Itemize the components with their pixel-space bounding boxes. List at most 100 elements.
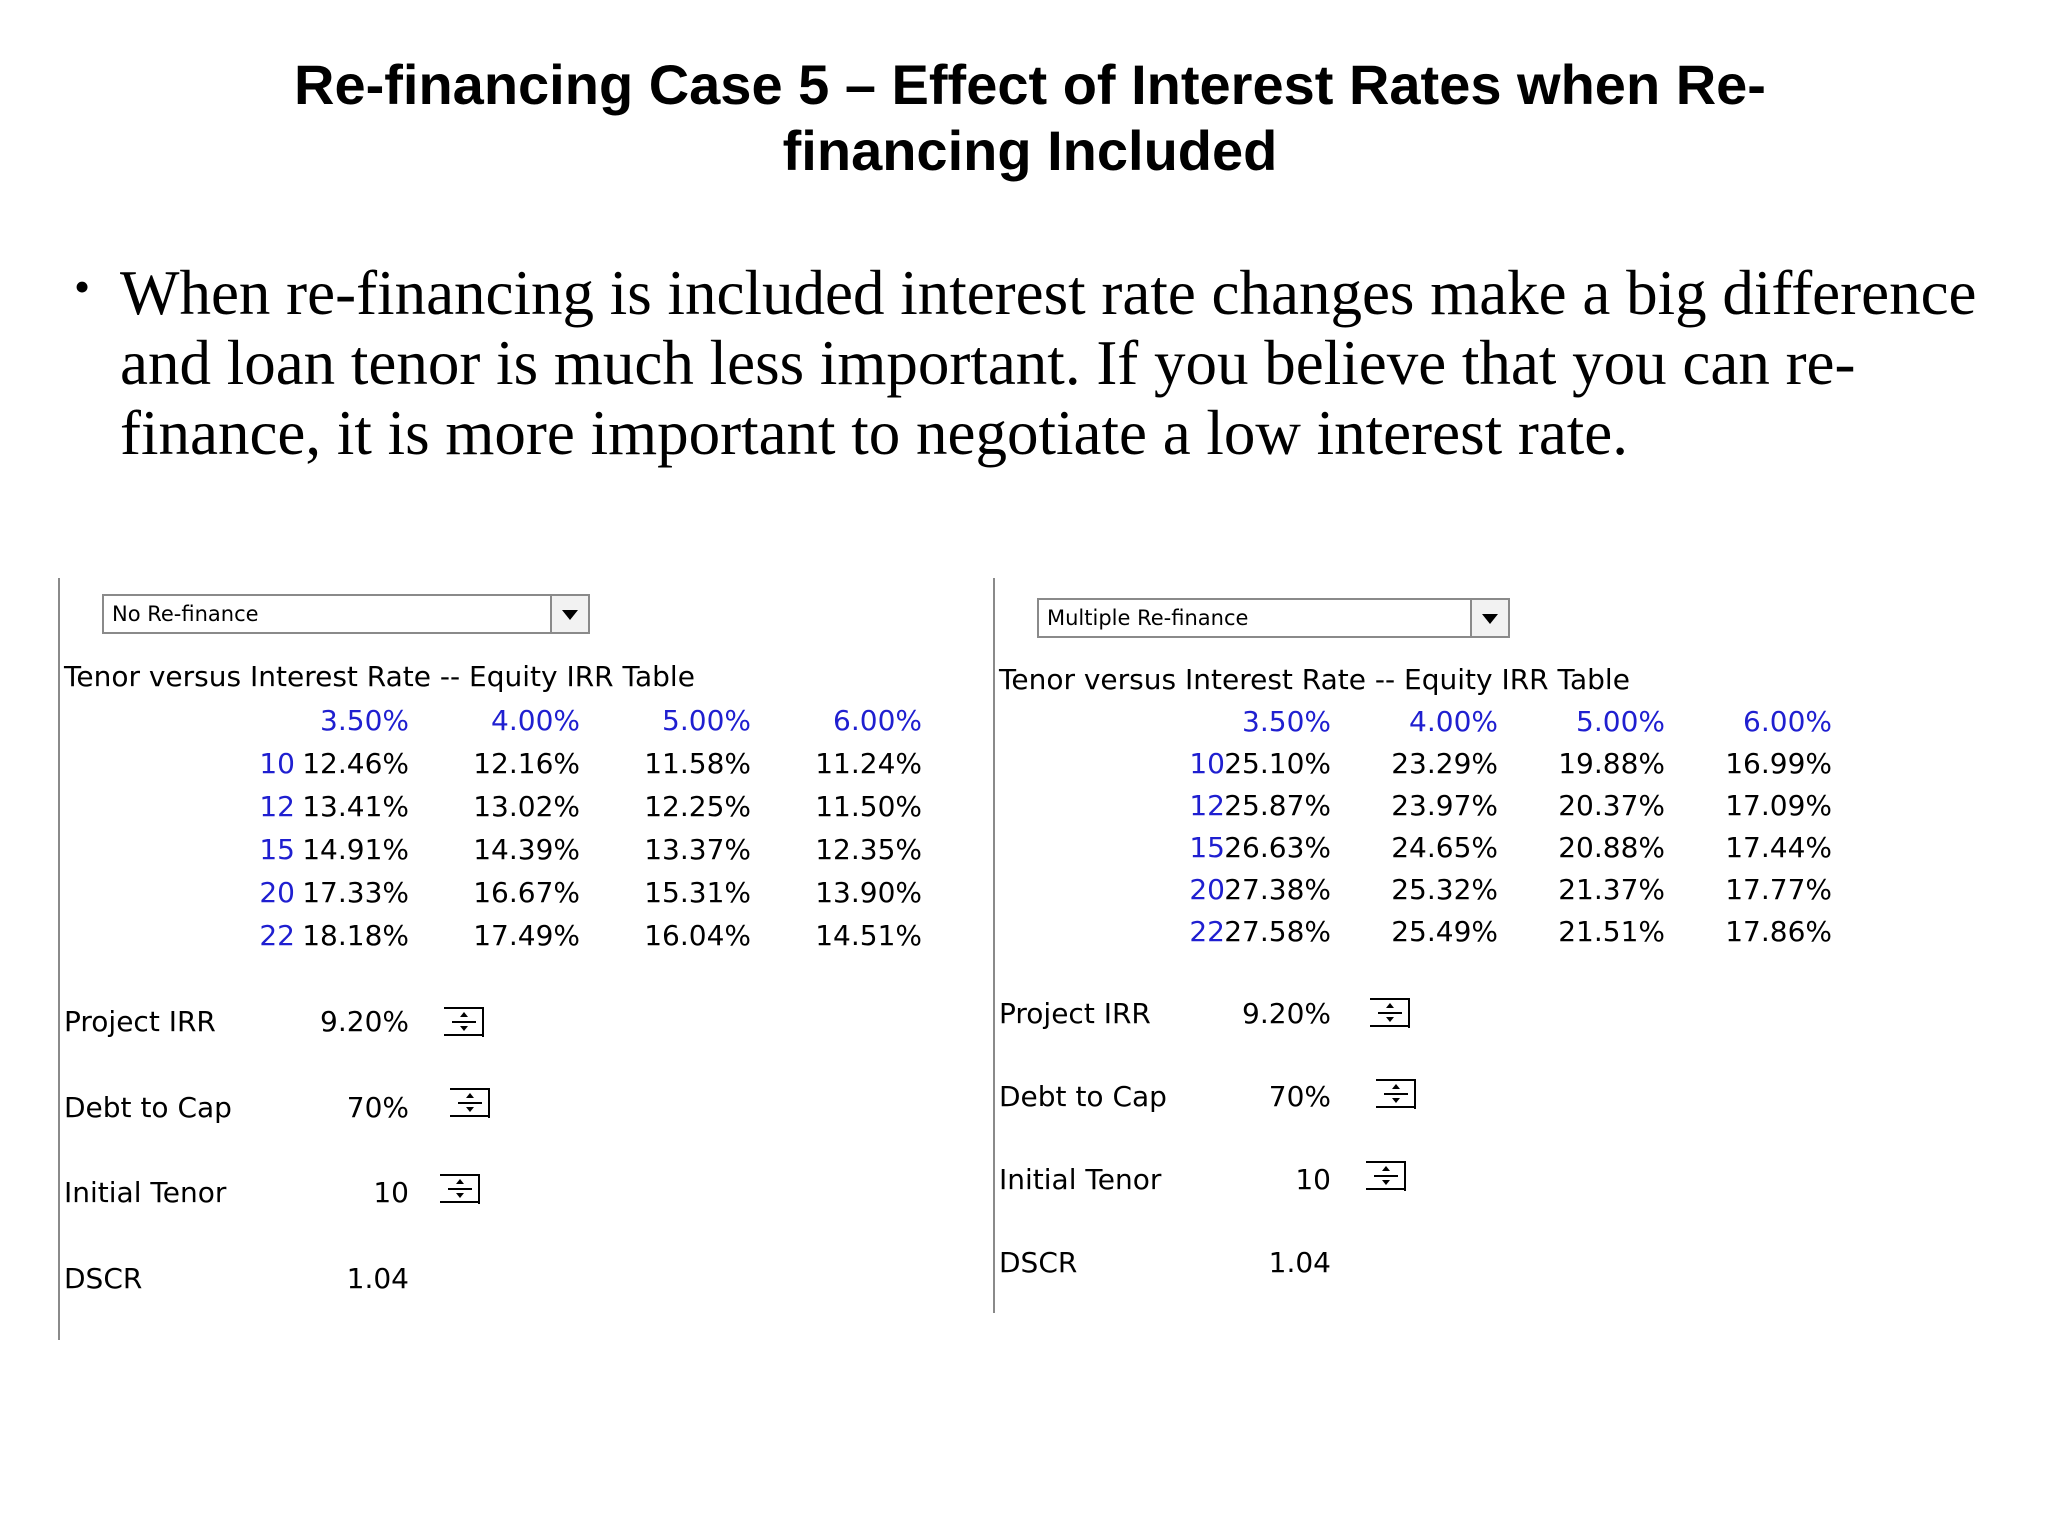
irr-cell: 13.02% [473,790,580,823]
bullet-text: When re-financing is included interest r… [120,258,1977,468]
initial-tenor-spinner[interactable] [1366,1161,1406,1191]
irr-cell: 19.88% [1558,747,1665,780]
param-value-project-irr: 9.20% [1242,997,1331,1030]
tenor-label: 12 [1189,789,1225,822]
up-arrow-icon[interactable] [456,1179,464,1184]
table-title: Tenor versus Interest Rate -- Equity IRR… [64,660,695,693]
irr-cell: 27.58% [1224,915,1331,948]
irr-cell: 12.16% [473,747,580,780]
param-value-debt-to-cap: 70% [346,1091,409,1124]
param-label-initial-tenor: Initial Tenor [64,1176,227,1209]
irr-cell: 27.38% [1224,873,1331,906]
param-value-initial-tenor: 10 [1295,1163,1331,1196]
refinance-dropdown-value: Multiple Re-finance [1047,606,1249,630]
irr-cell: 20.37% [1558,789,1665,822]
slide-title-line-2: financing Included [782,119,1278,182]
irr-cell: 16.04% [644,919,751,952]
tenor-label: 20 [1189,873,1225,906]
up-arrow-icon[interactable] [1392,1084,1400,1089]
param-label-dscr: DSCR [999,1246,1078,1279]
param-label-debt-to-cap: Debt to Cap [999,1080,1167,1113]
refinance-dropdown[interactable]: No Re-finance [102,594,590,634]
irr-cell: 16.99% [1725,747,1832,780]
rate-header: 6.00% [833,704,922,737]
tenor-label: 22 [259,919,295,952]
up-arrow-icon[interactable] [466,1093,474,1098]
irr-cell: 17.49% [473,919,580,952]
irr-cell: 14.51% [815,919,922,952]
irr-cell: 12.35% [815,833,922,866]
tenor-label: 15 [1189,831,1225,864]
bullet-icon: • [74,261,91,312]
table-title: Tenor versus Interest Rate -- Equity IRR… [999,663,1630,696]
irr-cell: 17.33% [302,876,409,909]
right-spreadsheet-panel: Multiple Re-finance Tenor versus Interes… [993,578,1893,1313]
irr-cell: 13.41% [302,790,409,823]
chevron-down-icon [1482,614,1498,624]
tenor-label: 12 [259,790,295,823]
irr-cell: 26.63% [1224,831,1331,864]
dropdown-arrow-button[interactable] [550,596,588,632]
irr-cell: 15.31% [644,876,751,909]
refinance-dropdown[interactable]: Multiple Re-finance [1037,598,1510,638]
param-value-dscr: 1.04 [1268,1246,1331,1279]
dropdown-arrow-button[interactable] [1470,600,1508,636]
rate-header: 5.00% [1576,705,1665,738]
irr-cell: 13.37% [644,833,751,866]
left-spreadsheet-panel: No Re-finance Tenor versus Interest Rate… [58,578,958,1340]
param-label-project-irr: Project IRR [999,997,1151,1030]
param-label-debt-to-cap: Debt to Cap [64,1091,232,1124]
down-arrow-icon[interactable] [1386,1017,1394,1022]
rate-header: 3.50% [1242,705,1331,738]
debt-to-cap-spinner[interactable] [1376,1079,1416,1109]
tenor-label: 10 [1189,747,1225,780]
irr-cell: 23.29% [1391,747,1498,780]
project-irr-spinner[interactable] [444,1007,484,1037]
irr-cell: 20.88% [1558,831,1665,864]
param-label-project-irr: Project IRR [64,1005,216,1038]
irr-cell: 12.25% [644,790,751,823]
bullet-point: • When re-financing is included interest… [70,258,1990,468]
irr-cell: 14.39% [473,833,580,866]
slide-title-line-1: Re-financing Case 5 – Effect of Interest… [294,53,1766,116]
irr-cell: 13.90% [815,876,922,909]
panel-divider [58,578,60,1340]
param-value-initial-tenor: 10 [373,1176,409,1209]
param-label-dscr: DSCR [64,1262,143,1295]
param-value-project-irr: 9.20% [320,1005,409,1038]
down-arrow-icon[interactable] [460,1026,468,1031]
down-arrow-icon[interactable] [456,1193,464,1198]
irr-cell: 25.49% [1391,915,1498,948]
slide-title: Re-financing Case 5 – Effect of Interest… [180,52,1880,184]
rate-header: 3.50% [320,704,409,737]
down-arrow-icon[interactable] [1382,1180,1390,1185]
up-arrow-icon[interactable] [460,1012,468,1017]
irr-cell: 17.77% [1725,873,1832,906]
param-label-initial-tenor: Initial Tenor [999,1163,1162,1196]
tenor-label: 15 [259,833,295,866]
rate-header: 6.00% [1743,705,1832,738]
up-arrow-icon[interactable] [1386,1003,1394,1008]
down-arrow-icon[interactable] [1392,1098,1400,1103]
irr-cell: 25.32% [1391,873,1498,906]
chevron-down-icon [562,610,578,620]
rate-header: 4.00% [491,704,580,737]
irr-cell: 17.09% [1725,789,1832,822]
irr-cell: 11.58% [644,747,751,780]
irr-cell: 17.44% [1725,831,1832,864]
irr-cell: 21.51% [1558,915,1665,948]
debt-to-cap-spinner[interactable] [450,1088,490,1118]
irr-cell: 18.18% [302,919,409,952]
initial-tenor-spinner[interactable] [440,1174,480,1204]
tenor-label: 10 [259,747,295,780]
panel-divider [993,578,995,1313]
up-arrow-icon[interactable] [1382,1166,1390,1171]
irr-cell: 25.87% [1224,789,1331,822]
down-arrow-icon[interactable] [466,1107,474,1112]
project-irr-spinner[interactable] [1370,998,1410,1028]
irr-cell: 17.86% [1725,915,1832,948]
refinance-dropdown-value: No Re-finance [112,602,259,626]
irr-cell: 11.24% [815,747,922,780]
rate-header: 4.00% [1409,705,1498,738]
irr-cell: 14.91% [302,833,409,866]
